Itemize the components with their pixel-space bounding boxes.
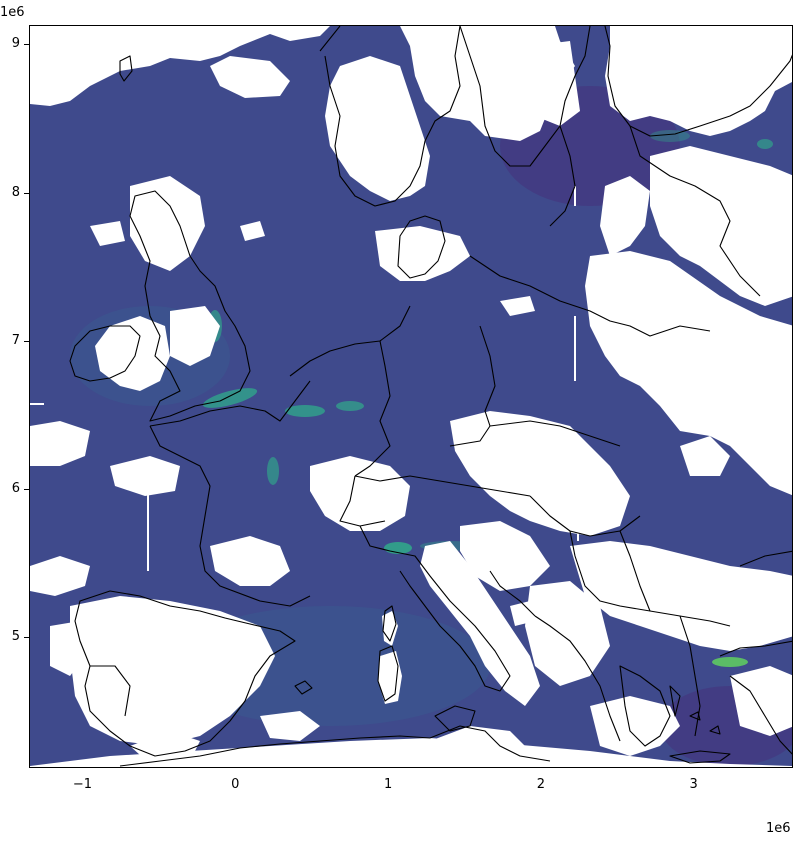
map-canvas xyxy=(30,26,792,767)
map-plot-area xyxy=(29,25,793,768)
no-data-regions xyxy=(30,26,792,767)
y-tick-mark xyxy=(24,637,29,639)
y-tick-label: 8 xyxy=(11,184,20,200)
x-tick-label: 2 xyxy=(536,777,546,792)
y-axis-offset-label: 1e6 xyxy=(0,5,25,20)
y-tick-label: 9 xyxy=(11,36,20,52)
x-tick-label: 1 xyxy=(383,777,393,792)
hotspots xyxy=(202,130,773,667)
x-tick-label: 3 xyxy=(689,777,698,792)
coastlines-and-borders xyxy=(69,26,792,767)
y-tick-mark xyxy=(24,44,29,46)
y-tick-mark xyxy=(24,489,29,491)
y-tick-label: 7 xyxy=(11,332,20,348)
x-axis-offset-label: 1e6 xyxy=(766,821,791,836)
x-tick-label: −1 xyxy=(72,777,93,792)
y-tick-mark xyxy=(24,192,29,194)
x-tick-label: 0 xyxy=(231,777,240,792)
y-tick-mark xyxy=(24,340,29,342)
swath-artifacts xyxy=(30,186,579,571)
y-tick-label: 6 xyxy=(11,481,20,497)
y-tick-label: 5 xyxy=(11,629,20,645)
